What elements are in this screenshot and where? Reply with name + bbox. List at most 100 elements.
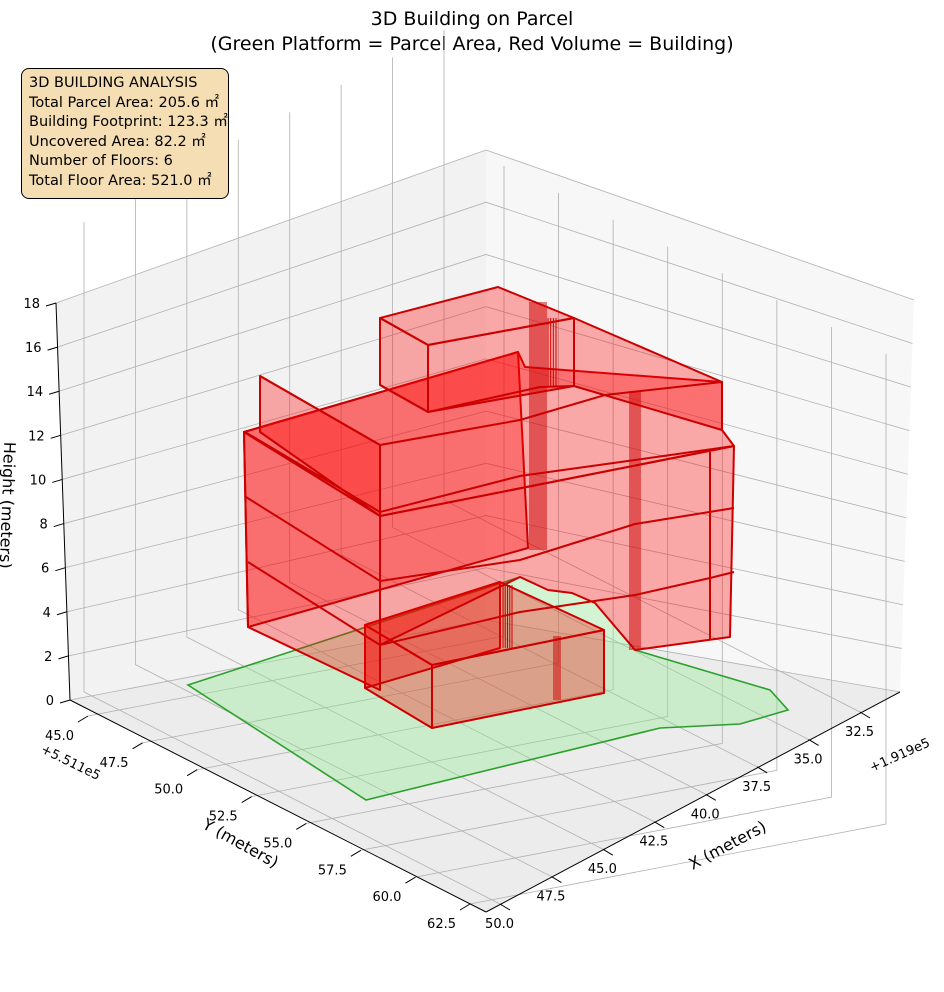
info-line-floors: Number of Floors: 6 <box>29 153 173 170</box>
z-tick-label: 6 <box>41 562 49 577</box>
x-tick-label: 32.5 <box>845 725 874 740</box>
z-tick-mark <box>47 346 58 351</box>
floor-pane <box>70 620 900 912</box>
z-grid-line <box>66 515 904 613</box>
axis-spines <box>55 302 901 913</box>
x-tick-label: 42.5 <box>639 835 668 850</box>
building-floor-lines <box>244 375 735 690</box>
y-tick-label: 45.0 <box>45 729 74 744</box>
x-grid-line <box>237 139 655 823</box>
y-axis-line <box>69 699 487 913</box>
info-line-building-footprint: Building Footprint: 123.3 ㎡ <box>29 114 228 131</box>
x-tick-mark <box>705 793 716 801</box>
y-tick-label: 60.0 <box>372 890 401 905</box>
z-grid-line <box>58 254 912 392</box>
floor-line-4 <box>259 375 723 447</box>
y-grid-line <box>87 166 505 717</box>
floor-line-5 <box>379 384 575 414</box>
info-line-uncovered-area: Uncovered Area: 82.2 ㎡ <box>29 133 206 150</box>
z-tick-label: 16 <box>25 341 42 356</box>
x-grid-line <box>289 112 706 795</box>
z-grid-line <box>57 201 913 348</box>
x-grid-line <box>340 84 758 768</box>
z-axis-line <box>55 302 71 701</box>
floor-line-2 <box>245 496 735 583</box>
y-grid-line <box>197 219 614 771</box>
floor-line-3 <box>244 431 735 514</box>
z-tick-label: 14 <box>27 385 44 400</box>
x-tick-mark <box>602 848 614 856</box>
z-tick-mark <box>59 699 71 704</box>
chart-title: 3D Building on Parcel <box>371 8 574 30</box>
z-tick-mark <box>53 523 64 528</box>
z-tick-label: 0 <box>46 694 54 709</box>
chart-subtitle: (Green Platform = Parcel Area, Red Volum… <box>210 33 733 55</box>
z-axis-label: Height (meters) <box>0 441 19 569</box>
y-grid-line <box>415 327 832 878</box>
y-grid-line <box>360 300 778 851</box>
floor-line-1 <box>247 561 735 647</box>
y-tick-label: 52.5 <box>209 810 238 825</box>
z-grid-line <box>68 567 902 657</box>
y-tick-label: 62.5 <box>427 917 456 932</box>
z-tick-label: 4 <box>43 606 51 621</box>
building-lower-wing-top <box>364 581 605 666</box>
x-tick-label: 47.5 <box>536 890 565 905</box>
y-tick-mark <box>296 822 307 830</box>
right-back-pane <box>486 150 914 692</box>
axis-ticks: 0 2 4 6 8 10 12 14 16 18 45.0 47.5 50.0 52.5 55.0 57.5 6… <box>23 297 874 932</box>
z-tick-label: 10 <box>30 473 47 488</box>
x-tick-mark <box>859 711 871 719</box>
analysis-info-box: 3D BUILDING ANALYSIS Total Parcel Area: … <box>21 68 229 199</box>
x-tick-mark <box>654 821 665 829</box>
z-tick-mark <box>50 434 61 439</box>
x-grid-line <box>135 194 552 877</box>
info-line-parcel-area: Total Parcel Area: 205.6 ㎡ <box>29 94 220 111</box>
y-tick-label: 47.5 <box>100 756 129 771</box>
y-grid-line <box>469 354 887 905</box>
z-tick-mark <box>58 655 69 660</box>
z-tick-mark <box>45 302 57 307</box>
z-tick-label: 2 <box>44 650 52 665</box>
y-tick-label: 55.0 <box>263 836 292 851</box>
x-grid-line <box>186 167 604 850</box>
grid-lines <box>55 30 915 905</box>
building-ribs <box>502 302 641 700</box>
z-grid-line <box>65 462 905 569</box>
x-tick-label: 35.0 <box>794 752 823 767</box>
y-grid-line <box>142 192 559 744</box>
x-grid-line <box>83 222 501 905</box>
x-tick-label: 37.5 <box>742 780 771 795</box>
info-box-heading: 3D BUILDING ANALYSIS <box>29 75 198 91</box>
y-tick-mark <box>405 876 416 884</box>
z-grid-line <box>62 358 908 480</box>
info-line-floor-area: Total Floor Area: 521.0 ㎡ <box>29 172 212 189</box>
y-tick-mark <box>186 769 198 777</box>
building-upper-right-face <box>573 317 723 431</box>
x-tick-mark <box>756 766 768 774</box>
x-tick-mark <box>808 738 819 746</box>
z-tick-mark <box>55 567 66 572</box>
x-axis-label: X (meters) <box>685 817 769 874</box>
z-tick-mark <box>52 478 63 483</box>
y-tick-mark <box>77 715 89 723</box>
x-tick-label: 45.0 <box>588 862 617 877</box>
x-tick-label: 40.0 <box>691 807 720 822</box>
z-tick-mark <box>48 390 60 395</box>
x-tick-label: 50.0 <box>485 917 514 932</box>
x-tick-mark <box>499 903 511 911</box>
y-tick-mark <box>241 796 252 804</box>
x-grid-line <box>443 30 861 713</box>
x-axis-line <box>485 691 901 913</box>
y-tick-label: 57.5 <box>318 863 347 878</box>
y-offset-label: +5.511e5 <box>38 742 102 784</box>
z-grid-line <box>63 410 907 524</box>
z-tick-label: 12 <box>28 429 45 444</box>
y-tick-mark <box>132 742 143 750</box>
z-tick-mark <box>56 611 68 616</box>
y-tick-label: 50.0 <box>154 783 183 798</box>
y-tick-mark <box>459 903 471 911</box>
z-grid-line <box>55 149 915 304</box>
x-tick-mark <box>551 876 562 884</box>
